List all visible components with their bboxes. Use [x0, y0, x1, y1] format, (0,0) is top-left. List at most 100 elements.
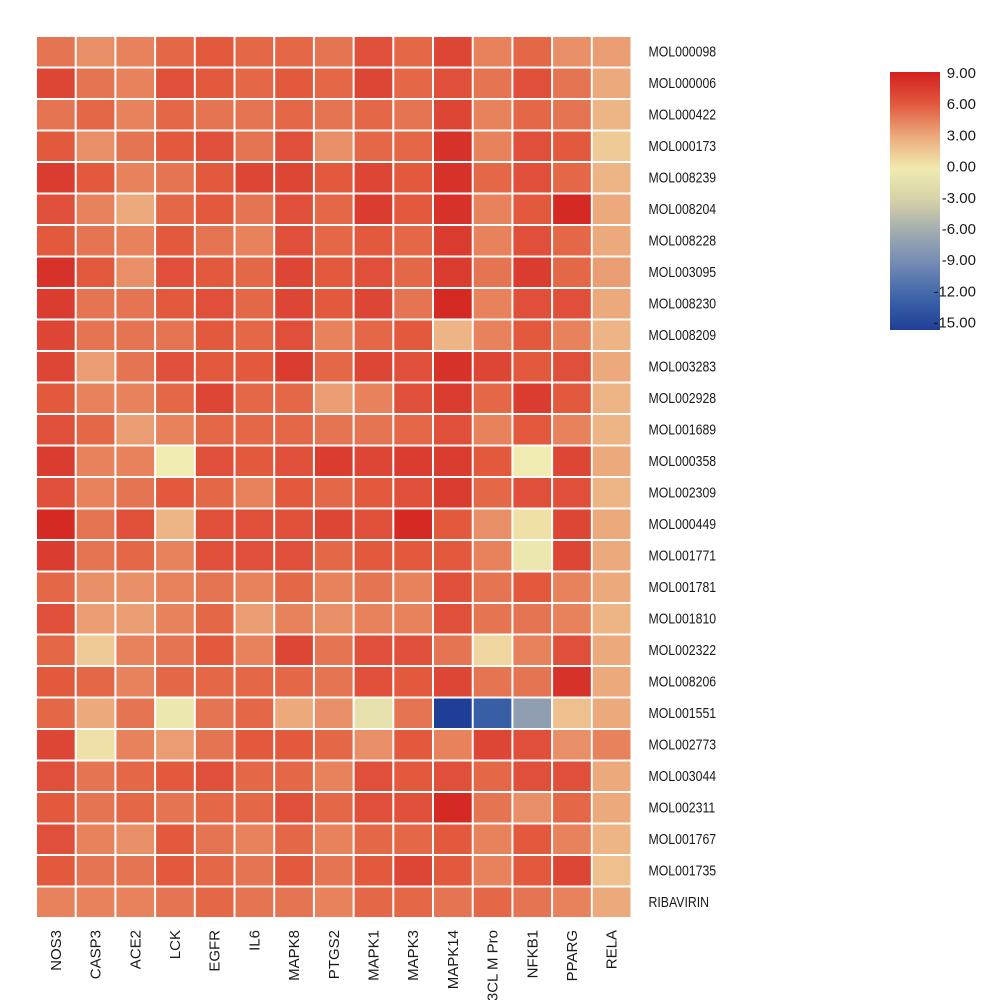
heatmap-cell: [592, 824, 631, 854]
heatmap-cell: [434, 226, 472, 256]
heatmap-cell: [235, 352, 274, 382]
heatmap-cell: [76, 446, 115, 476]
heatmap-cell: [553, 509, 591, 539]
heatmap-cell: [473, 541, 512, 571]
heatmap-cell: [553, 415, 591, 445]
heatmap-cell: [156, 68, 194, 98]
heatmap-cell: [156, 226, 194, 256]
heatmap-cell: [394, 541, 432, 571]
heatmap-cell: [513, 541, 552, 571]
heatmap-cell: [195, 604, 234, 634]
heatmap-cell: [156, 856, 194, 886]
heatmap-cell: [116, 572, 155, 602]
heatmap-cell: [116, 226, 155, 256]
heatmap-cell: [37, 352, 75, 382]
heatmap-cell: [116, 131, 155, 161]
heatmap-cell: [354, 824, 393, 854]
heatmap-cell: [553, 793, 591, 823]
heatmap-cell: [394, 289, 432, 319]
heatmap-cell: [76, 635, 115, 665]
heatmap-cell: [116, 667, 155, 697]
heatmap-cell: [473, 289, 512, 319]
heatmap-cell: [553, 887, 591, 917]
heatmap-cell: [434, 194, 472, 224]
heatmap-cell: [195, 415, 234, 445]
heatmap-cell: [314, 604, 353, 634]
heatmap-cell: [354, 667, 393, 697]
heatmap-cell: [195, 68, 234, 98]
heatmap-cell: [37, 194, 75, 224]
heatmap-cell: [553, 131, 591, 161]
heatmap-cell: [235, 415, 274, 445]
heatmap-cell: [76, 131, 115, 161]
heatmap-cell: [513, 761, 552, 791]
heatmap-cell: [76, 667, 115, 697]
row-label: MOL008204: [649, 201, 717, 217]
heatmap-cell: [553, 761, 591, 791]
heatmap-cell: [156, 100, 194, 130]
heatmap-cell: [37, 667, 75, 697]
column-label: NOS3: [48, 930, 65, 971]
heatmap-cell: [394, 604, 432, 634]
row-label: MOL002773: [649, 737, 717, 753]
row-label: MOL000098: [649, 44, 717, 60]
heatmap-cell: [513, 604, 552, 634]
heatmap-cell: [314, 37, 353, 67]
heatmap-cell: [314, 698, 353, 728]
heatmap-cell: [116, 383, 155, 413]
heatmap-cell: [473, 793, 512, 823]
row-label: MOL001810: [649, 611, 717, 627]
row-label: MOL001781: [649, 579, 717, 595]
heatmap-cell: [275, 100, 313, 130]
heatmap-cell: [553, 667, 591, 697]
heatmap-cell: [235, 635, 274, 665]
heatmap-cell: [473, 415, 512, 445]
heatmap-cell: [116, 761, 155, 791]
row-label: MOL001735: [649, 863, 717, 879]
heatmap-cell: [76, 541, 115, 571]
heatmap-cell: [37, 226, 75, 256]
heatmap-cell: [473, 509, 512, 539]
heatmap-cell: [235, 824, 274, 854]
heatmap-cell: [553, 824, 591, 854]
heatmap-cell: [314, 887, 353, 917]
heatmap-cell: [37, 793, 75, 823]
heatmap-cell: [235, 257, 274, 287]
heatmap-cell: [592, 352, 631, 382]
column-label: MAPK3: [405, 930, 422, 981]
heatmap-cell: [314, 352, 353, 382]
heatmap-cell: [195, 635, 234, 665]
heatmap-cell: [235, 478, 274, 508]
heatmap-cell: [156, 667, 194, 697]
heatmap-cell: [553, 37, 591, 67]
heatmap-cell: [195, 541, 234, 571]
heatmap-cell: [473, 824, 512, 854]
heatmap-cell: [513, 289, 552, 319]
heatmap-cell: [473, 572, 512, 602]
heatmap-cell: [513, 383, 552, 413]
heatmap-cell: [394, 226, 432, 256]
heatmap-cell: [513, 572, 552, 602]
heatmap-cell: [275, 509, 313, 539]
heatmap-cell: [513, 446, 552, 476]
column-labels: NOS3 CASP3 ACE2 LCK EGFR IL6 MAPK8 PTGS2 MAPK1 MA…: [48, 930, 621, 1000]
heatmap-cell: [434, 415, 472, 445]
heatmap-cell: [156, 163, 194, 193]
heatmap-cell: [513, 163, 552, 193]
heatmap-cell: [513, 415, 552, 445]
heatmap-cell: [354, 604, 393, 634]
heatmap-cell: [314, 793, 353, 823]
heatmap-cell: [235, 289, 274, 319]
column-label: CASP3: [88, 930, 105, 979]
heatmap-cell: [76, 163, 115, 193]
column-label: 3CL M Pro: [485, 930, 502, 1000]
heatmap-cell: [354, 887, 393, 917]
heatmap-cell: [314, 761, 353, 791]
heatmap-cell: [314, 509, 353, 539]
heatmap-cell: [473, 761, 512, 791]
heatmap-cell: [394, 887, 432, 917]
heatmap-cell: [513, 887, 552, 917]
heatmap-cell: [76, 824, 115, 854]
row-label: MOL008209: [649, 327, 717, 343]
